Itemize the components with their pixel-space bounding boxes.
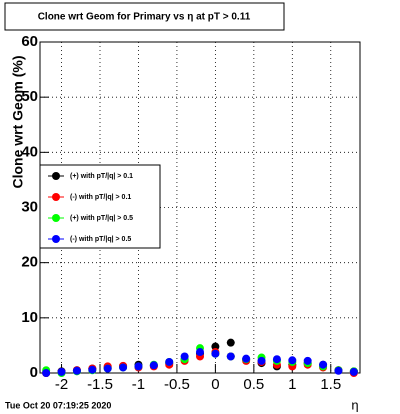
y-tick-label: 20	[21, 254, 38, 271]
timestamp: Tue Oct 20 07:19:25 2020	[5, 400, 111, 410]
title-box	[4, 2, 285, 31]
legend-marker	[52, 235, 60, 243]
x-tick-label: -1.5	[87, 376, 113, 393]
legend-box	[39, 164, 161, 249]
legend-marker	[52, 214, 60, 222]
y-axis-label: Clone wrt Geom (%)	[10, 55, 26, 188]
marker	[303, 356, 312, 365]
marker	[119, 363, 128, 372]
marker	[349, 367, 358, 376]
x-tick-label: -1	[132, 376, 145, 393]
chart-title: Clone wrt Geom for Primary vs η at pT > …	[38, 12, 251, 23]
marker	[272, 355, 281, 364]
marker	[88, 365, 97, 374]
marker	[165, 357, 174, 366]
marker	[288, 356, 297, 365]
x-tick-label: 0.5	[243, 376, 264, 393]
x-tick-label: -0.5	[164, 376, 190, 393]
legend-label: (-) with pT/|q| > 0.1	[70, 194, 131, 201]
y-tick-label: 10	[21, 309, 38, 326]
marker	[103, 364, 112, 373]
x-axis-label: η	[351, 397, 358, 412]
marker	[226, 338, 235, 347]
marker	[72, 366, 81, 375]
marker	[334, 366, 343, 375]
marker	[211, 342, 220, 351]
x-tick-label: 0	[211, 376, 219, 393]
marker	[196, 348, 204, 357]
marker	[180, 352, 189, 361]
marker	[57, 367, 66, 376]
legend-label: (-) with pT/|q| > 0.5	[70, 236, 131, 243]
marker	[319, 360, 328, 369]
x-tick-label: -2	[55, 376, 68, 393]
x-tick-label: 1	[288, 376, 296, 393]
y-tick-label: 50	[21, 88, 38, 105]
x-tick-label: 1.5	[320, 376, 341, 393]
y-tick-label: 40	[21, 143, 38, 160]
marker	[257, 356, 266, 365]
legend-marker	[52, 172, 60, 180]
legend-marker	[52, 193, 60, 201]
y-tick-label: 30	[21, 198, 38, 215]
marker	[149, 361, 158, 370]
marker	[226, 352, 235, 361]
legend-label: (+) with pT/|q| > 0.1	[70, 173, 133, 180]
y-tick-label: 60	[21, 33, 38, 50]
marker	[42, 369, 51, 377]
y-tick-label: 0	[30, 364, 38, 381]
marker	[211, 349, 220, 358]
marker	[242, 354, 251, 363]
legend-label: (+) with pT/|q| > 0.5	[70, 215, 133, 222]
marker	[134, 362, 143, 371]
